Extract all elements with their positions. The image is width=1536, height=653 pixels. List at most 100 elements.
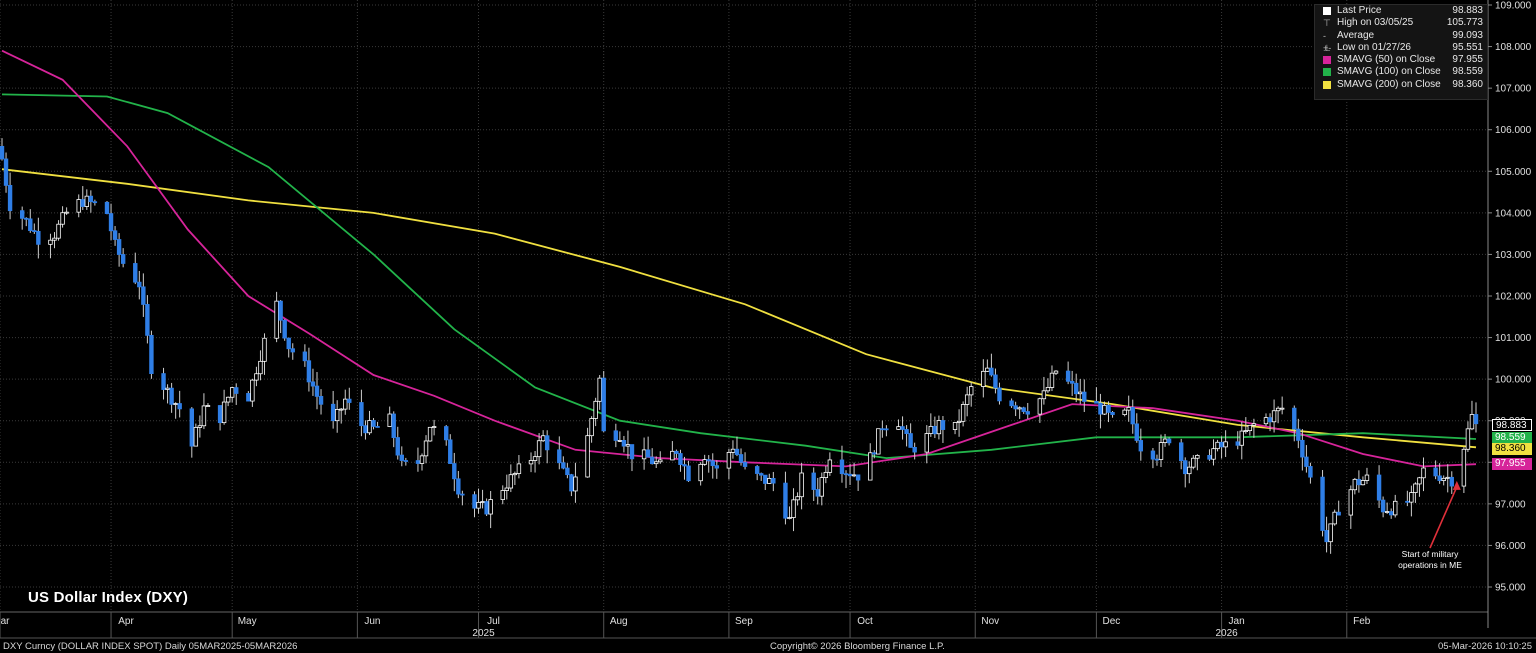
candle-up (262, 337, 267, 362)
candle-up (334, 409, 340, 422)
candle-up (1352, 478, 1358, 491)
candle-down (763, 474, 768, 484)
candle-down (1138, 440, 1144, 452)
candle-down (24, 217, 29, 220)
candle-down (754, 466, 760, 474)
legend-swatch (1323, 7, 1331, 15)
candle-up (1279, 407, 1285, 410)
candle-down (120, 254, 126, 264)
candle-up (1384, 511, 1390, 513)
candle-up (1332, 511, 1337, 525)
candle-down (399, 454, 404, 461)
candle-down (904, 429, 909, 434)
candle-up (540, 435, 546, 442)
candle-up (969, 386, 974, 396)
x-year-label: 2025 (472, 628, 495, 639)
candle-down (460, 493, 465, 496)
footer-timestamp: 05-Mar-2026 10:10:25 (1437, 641, 1532, 652)
legend-value: 98.559 (1452, 66, 1483, 78)
candle-up (197, 425, 203, 428)
x-tick-label: Mar (0, 616, 10, 627)
candle-down (1013, 405, 1018, 410)
candle-up (702, 459, 707, 465)
legend-row: ⊤ High on 03/05/25 105.773 (1315, 17, 1487, 29)
candle-down (149, 334, 154, 374)
x-tick-label: Oct (857, 616, 873, 627)
candle-down (1376, 474, 1382, 501)
candle-up (427, 426, 433, 442)
candle-down (318, 395, 324, 405)
y-tick-label: 102.000 (1495, 292, 1532, 303)
candle-down (116, 239, 122, 255)
candle-up (1328, 523, 1333, 543)
candle-up (795, 496, 800, 501)
candle-up (173, 403, 178, 405)
legend-row: SMAVG (50) on Close 97.955 (1315, 54, 1487, 66)
candle-up (1393, 500, 1398, 516)
candle-down (359, 402, 364, 427)
candle-down (1025, 411, 1030, 415)
candle-up (367, 420, 372, 434)
candle-up (1053, 370, 1059, 374)
candle-down (1179, 442, 1184, 462)
candle-up (1215, 441, 1220, 450)
candle-down (544, 435, 550, 451)
candle-up (201, 405, 207, 427)
annotation-arrow-head (1452, 480, 1461, 490)
candle-down (1207, 455, 1212, 460)
candle-down (1356, 478, 1362, 486)
candle-down (843, 473, 849, 476)
sma100-line (1, 93, 1477, 460)
footer-bar: DXY Curncy (DOLLAR INDEX SPOT) Daily 05M… (0, 639, 1536, 653)
candle-up (1275, 407, 1281, 412)
legend-label: SMAVG (50) on Close (1337, 54, 1436, 66)
candle-down (1166, 438, 1172, 444)
y-tick-label: 104.000 (1495, 208, 1532, 219)
candle-up (589, 418, 594, 437)
candle-up (1263, 417, 1269, 425)
candle-down (993, 374, 998, 389)
y-tick-label: 107.000 (1495, 84, 1532, 95)
candle-down (448, 439, 453, 464)
candle-down (734, 448, 740, 455)
candle-down (19, 210, 25, 219)
candle-up (274, 300, 279, 339)
legend-marker-icon: -+- (1323, 30, 1332, 53)
candle-down (1021, 407, 1026, 412)
candle-down (880, 428, 885, 431)
candle-down (884, 428, 889, 431)
candle-down (246, 393, 251, 402)
candle-down (375, 426, 380, 428)
candle-down (686, 465, 691, 482)
candle-up (1191, 457, 1196, 468)
candle-down (104, 201, 110, 214)
candle-up (617, 440, 623, 442)
candle-down (645, 449, 651, 458)
candle-up (1045, 387, 1051, 392)
candle-down (714, 465, 719, 469)
candle-up (1187, 466, 1192, 475)
candle-down (1292, 407, 1297, 430)
candle-down (1449, 476, 1454, 487)
annotation-arrow-line (1429, 486, 1458, 549)
y-tick-label: 103.000 (1495, 250, 1532, 261)
candle-up (730, 448, 736, 453)
candle-down (1304, 456, 1309, 467)
candle-down (484, 501, 489, 515)
candle-down (569, 474, 574, 492)
candle-down (92, 201, 98, 204)
candle-up (1417, 477, 1422, 485)
candle-down (371, 420, 376, 427)
y-tick-label: 95.000 (1495, 583, 1526, 594)
candle-down (456, 478, 461, 495)
candle-down (286, 337, 291, 350)
candle-down (278, 300, 283, 321)
candle-down (839, 459, 845, 475)
candle-up (964, 394, 970, 405)
candle-up (952, 422, 958, 430)
candle-up (1126, 406, 1131, 411)
candle-down (282, 319, 287, 339)
candle-up (536, 440, 542, 458)
candle-up (625, 444, 631, 447)
candle-down (771, 478, 776, 484)
